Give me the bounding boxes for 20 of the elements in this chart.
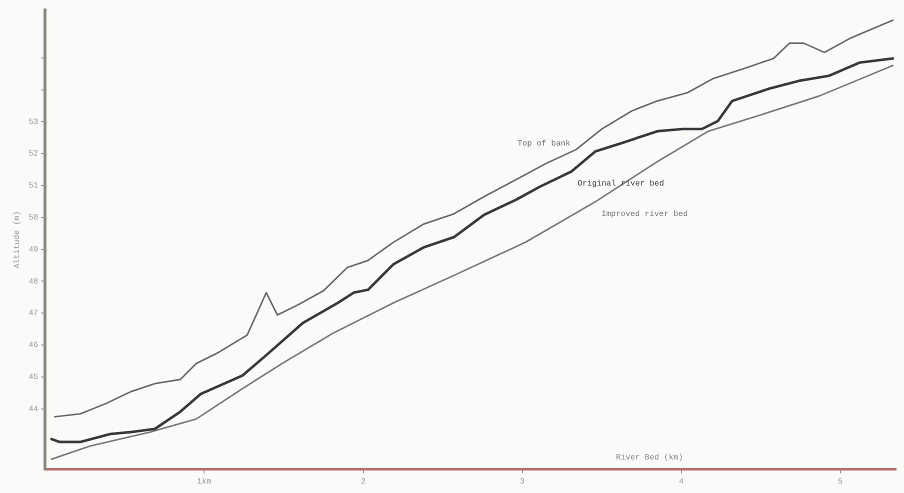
x-tick-label: 4 xyxy=(678,477,684,486)
y-tick-label: 50 xyxy=(28,213,38,222)
y-tick-label: 49 xyxy=(28,245,38,254)
series-label: Top of bank xyxy=(518,140,571,149)
x-tick-label: 3 xyxy=(520,477,525,486)
y-tick-label: 46 xyxy=(28,341,38,350)
x-tick-label: 2 xyxy=(360,477,366,486)
x-tick-label: 1km xyxy=(197,477,212,486)
y-tick-label: 51 xyxy=(28,182,38,191)
x-tick-label: 5 xyxy=(838,477,843,486)
series-label: Improved river bed xyxy=(601,210,688,219)
y-tick-label: 53 xyxy=(28,118,38,127)
y-tick-label: 52 xyxy=(28,150,38,159)
y-axis-title: Altitude (m) xyxy=(12,210,22,269)
series-label: Original river bed xyxy=(578,180,664,189)
y-tick-label: 48 xyxy=(28,277,38,286)
y-tick-label: 45 xyxy=(28,373,38,382)
y-tick-label: 47 xyxy=(28,309,38,318)
y-tick-label: 44 xyxy=(28,404,38,414)
x-axis-title: River Bed (km) xyxy=(616,454,684,463)
